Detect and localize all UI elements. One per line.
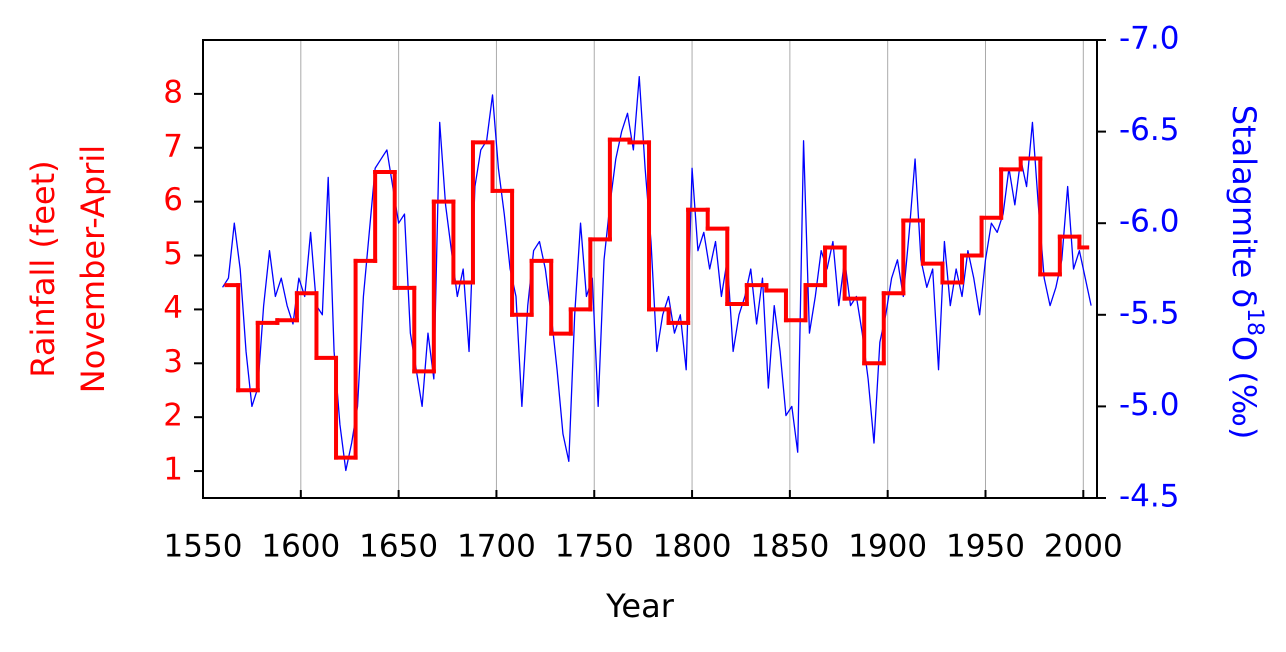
y-axis-title: Rainfall (feet) bbox=[24, 160, 62, 377]
y2-tick-label: -6.5 bbox=[1119, 112, 1180, 148]
plot-frame bbox=[202, 39, 1098, 499]
y2-tick-label: -4.5 bbox=[1119, 479, 1180, 515]
y-tick-label: 2 bbox=[163, 398, 183, 434]
x-axis-title: Year bbox=[605, 587, 675, 625]
y-tick-label: 3 bbox=[163, 344, 183, 380]
y-axis-title: November-April bbox=[74, 145, 112, 393]
x-tick-label: 1950 bbox=[946, 529, 1025, 565]
x-tick-label: 2000 bbox=[1044, 529, 1123, 565]
x-tick-label: 1900 bbox=[848, 529, 927, 565]
y-tick-label: 5 bbox=[163, 236, 183, 272]
title-part: O (‰) bbox=[1225, 336, 1263, 439]
title-part: Stalagmite δ bbox=[1225, 105, 1263, 308]
marks bbox=[222, 75, 1092, 472]
x-tick-label: 1600 bbox=[261, 529, 340, 565]
x-tick-label: 1550 bbox=[164, 529, 243, 565]
x-tick-label: 1650 bbox=[359, 529, 438, 565]
y-tick-label: 4 bbox=[163, 290, 183, 326]
x-tick-label: 1850 bbox=[750, 529, 829, 565]
x-tick-label: 1700 bbox=[457, 529, 536, 565]
y2-tick-label: -5.0 bbox=[1119, 387, 1180, 423]
x-tick-label: 1800 bbox=[653, 529, 732, 565]
y2-axis-title: Stalagmite δ18O (‰) bbox=[1225, 105, 1268, 440]
y-tick-label: 6 bbox=[163, 182, 183, 218]
y2-tick-label: -6.0 bbox=[1119, 204, 1180, 240]
y-tick-label: 1 bbox=[163, 452, 183, 488]
title-part: 18 bbox=[1243, 308, 1268, 336]
y-tick-label: 8 bbox=[163, 74, 183, 110]
y2-tick-label: -7.0 bbox=[1119, 21, 1180, 57]
y-tick-label: 7 bbox=[163, 128, 183, 164]
x-tick-label: 1750 bbox=[555, 529, 634, 565]
y2-tick-label: -5.5 bbox=[1119, 295, 1180, 331]
data-line bbox=[222, 75, 1092, 472]
